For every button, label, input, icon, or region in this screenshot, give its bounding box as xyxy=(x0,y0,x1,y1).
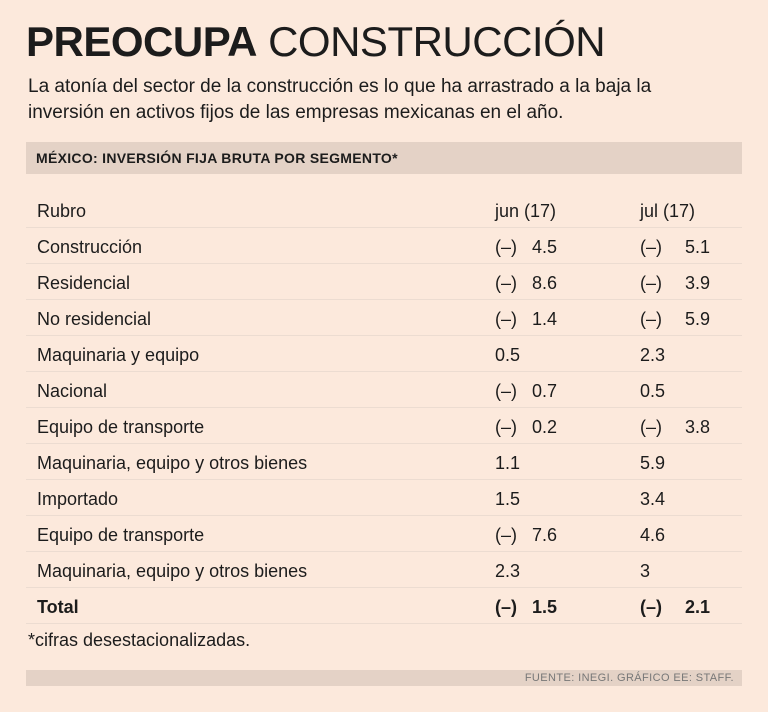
headline: PREOCUPA CONSTRUCCIÓN xyxy=(26,14,606,70)
cell-jun-value: 0.5 xyxy=(495,345,521,365)
source-text: FUENTE: INEGI. GRÁFICO EE: STAFF. xyxy=(524,672,734,684)
cell-jun-negative-marker: (–) xyxy=(495,309,517,329)
cell-rubro: Importado xyxy=(37,489,119,509)
cell-jun-negative-marker: (–) xyxy=(495,237,517,257)
cell-jun-value: 4.5 xyxy=(532,237,558,257)
cell-jun-value: 8.6 xyxy=(532,273,558,293)
subtitle: La atonía del sector de la construcción … xyxy=(28,76,652,123)
cell-jul-value: 4.6 xyxy=(640,525,666,545)
cell-jul-value: 2.1 xyxy=(685,597,711,617)
cell-jul-negative-marker: (–) xyxy=(640,237,662,257)
cell-jul-value: 5.1 xyxy=(685,237,711,257)
table-row: Maquinaria y equipo 0.5 2.3 xyxy=(26,336,742,372)
cell-jul-value: 0.5 xyxy=(640,381,666,401)
cell-jun-value: 1.5 xyxy=(532,597,558,617)
cell-jul-value: 3.4 xyxy=(640,489,666,509)
cell-jul-value: 3.8 xyxy=(685,417,711,437)
cell-rubro: No residencial xyxy=(37,309,152,329)
table-row: Nacional (–) 0.7 0.5 xyxy=(26,372,742,408)
cell-rubro: Maquinaria, equipo y otros bienes xyxy=(37,453,308,473)
table-title: MÉXICO: INVERSIÓN FIJA BRUTA POR SEGMENT… xyxy=(36,150,398,166)
table-row: Equipo de transporte (–) 0.2 (–) 3.8 xyxy=(26,408,742,444)
table-row: Maquinaria, equipo y otros bienes 1.1 5.9 xyxy=(26,444,742,480)
cell-jun-negative-marker: (–) xyxy=(495,417,517,437)
cell-rubro: Total xyxy=(37,597,79,617)
cell-jun-value: 2.3 xyxy=(495,561,521,581)
table-row: Maquinaria, equipo y otros bienes 2.3 3 xyxy=(26,552,742,588)
table-title-bar: MÉXICO: INVERSIÓN FIJA BRUTA POR SEGMENT… xyxy=(26,142,742,174)
data-table: Rubro jun (17) jul (17) Construcción (–) 4… xyxy=(26,192,742,624)
table-row-total: Total (–) 1.5 (–) 2.1 xyxy=(26,588,742,624)
source-bar: FUENTE: INEGI. GRÁFICO EE: STAFF. xyxy=(26,670,742,686)
column-header-jun: jun (17) xyxy=(495,201,557,221)
footnote: *cifras desestacionalizadas. xyxy=(28,630,251,650)
cell-jul-value: 2.3 xyxy=(640,345,666,365)
cell-rubro: Nacional xyxy=(37,381,108,401)
cell-jun-negative-marker: (–) xyxy=(495,525,517,545)
cell-jul-negative-marker: (–) xyxy=(640,417,662,437)
cell-jun-value: 7.6 xyxy=(532,525,558,545)
table-row: Residencial (–) 8.6 (–) 3.9 xyxy=(26,264,742,300)
headline-bold: PREOCUPA xyxy=(26,18,257,65)
table-header-row: Rubro jun (17) jul (17) xyxy=(26,192,742,228)
table-row: Importado 1.5 3.4 xyxy=(26,480,742,516)
cell-rubro: Residencial xyxy=(37,273,131,293)
table-row: No residencial (–) 1.4 (–) 5.9 xyxy=(26,300,742,336)
cell-jun-negative-marker: (–) xyxy=(495,597,517,617)
cell-rubro: Maquinaria, equipo y otros bienes xyxy=(37,561,308,581)
cell-jul-value: 3.9 xyxy=(685,273,711,293)
cell-jun-negative-marker: (–) xyxy=(495,273,517,293)
cell-jun-negative-marker: (–) xyxy=(495,381,517,401)
cell-rubro: Maquinaria y equipo xyxy=(37,345,200,365)
cell-rubro: Equipo de transporte xyxy=(37,417,205,437)
cell-jul-value: 3 xyxy=(640,561,651,581)
cell-jun-value: 1.4 xyxy=(532,309,558,329)
table-body: Construcción (–) 4.5 (–) 5.1 Residencial (–) 8.… xyxy=(26,228,742,624)
cell-jul-value: 5.9 xyxy=(640,453,666,473)
cell-rubro: Construcción xyxy=(37,237,143,257)
column-header-jul: jul (17) xyxy=(640,201,696,221)
cell-jun-value: 0.2 xyxy=(532,417,558,437)
cell-rubro: Equipo de transporte xyxy=(37,525,205,545)
cell-jul-negative-marker: (–) xyxy=(640,597,662,617)
cell-jun-value: 0.7 xyxy=(532,381,558,401)
cell-jul-negative-marker: (–) xyxy=(640,309,662,329)
headline-light: CONSTRUCCIÓN xyxy=(268,18,606,65)
cell-jul-negative-marker: (–) xyxy=(640,273,662,293)
table-row: Construcción (–) 4.5 (–) 5.1 xyxy=(26,228,742,264)
cell-jun-value: 1.1 xyxy=(495,453,521,473)
cell-jun-value: 1.5 xyxy=(495,489,521,509)
column-header-rubro: Rubro xyxy=(37,201,87,221)
table-row: Equipo de transporte (–) 7.6 4.6 xyxy=(26,516,742,552)
cell-jul-value: 5.9 xyxy=(685,309,711,329)
